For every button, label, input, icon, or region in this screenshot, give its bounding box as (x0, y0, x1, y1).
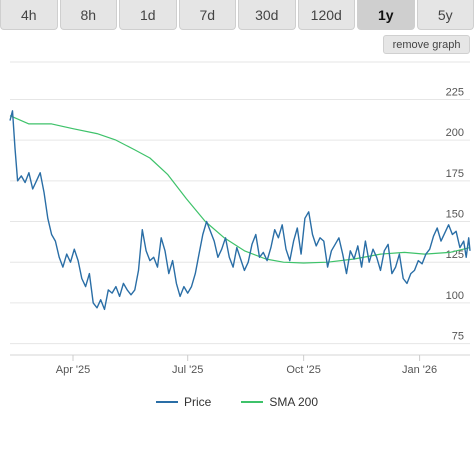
tab-8h[interactable]: 8h (59, 0, 117, 30)
range-tabs: 4h 8h 1d 7d 30d 120d 1y 5y (0, 0, 474, 30)
y-tick-label: 225 (446, 86, 464, 98)
tab-5y[interactable]: 5y (416, 0, 474, 30)
y-tick-label: 100 (446, 290, 464, 302)
x-tick-label: Jan '26 (402, 364, 437, 376)
tab-1y[interactable]: 1y (357, 0, 415, 30)
legend-label-sma: SMA 200 (269, 395, 319, 409)
tab-30d[interactable]: 30d (238, 0, 296, 30)
chart-series (9, 110, 471, 311)
sma-200-series-line (9, 115, 471, 264)
x-axis: Apr '25 Jul '25 Oct '25 Jan '26 (10, 354, 470, 376)
tab-4h[interactable]: 4h (0, 0, 58, 30)
legend-swatch-price (155, 401, 178, 403)
y-tick-label: 200 (446, 127, 464, 139)
chart-legend: Price SMA 200 (0, 392, 474, 412)
price-series-line (9, 110, 471, 311)
y-tick-label: 150 (446, 209, 464, 221)
legend-label-price: Price (183, 395, 212, 409)
tab-7d[interactable]: 7d (178, 0, 236, 30)
y-tick-label: 175 (446, 168, 464, 180)
x-tick-label: Apr '25 (56, 364, 91, 376)
chart-grid (10, 61, 470, 345)
legend-item-sma[interactable]: SMA 200 (241, 392, 318, 412)
price-chart: Apr '25 Jul '25 Oct '25 Jan '26 75100125150… (9, 61, 471, 376)
legend-item-price[interactable]: Price (155, 392, 212, 412)
tab-120d[interactable]: 120d (297, 0, 355, 30)
remove-graph-button[interactable]: remove graph (383, 35, 470, 54)
legend-swatch-sma (241, 401, 264, 403)
x-tick-label: Jul '25 (172, 364, 203, 376)
y-tick-label: 75 (452, 331, 464, 343)
x-tick-label: Oct '25 (286, 364, 321, 376)
tab-1d[interactable]: 1d (119, 0, 177, 30)
